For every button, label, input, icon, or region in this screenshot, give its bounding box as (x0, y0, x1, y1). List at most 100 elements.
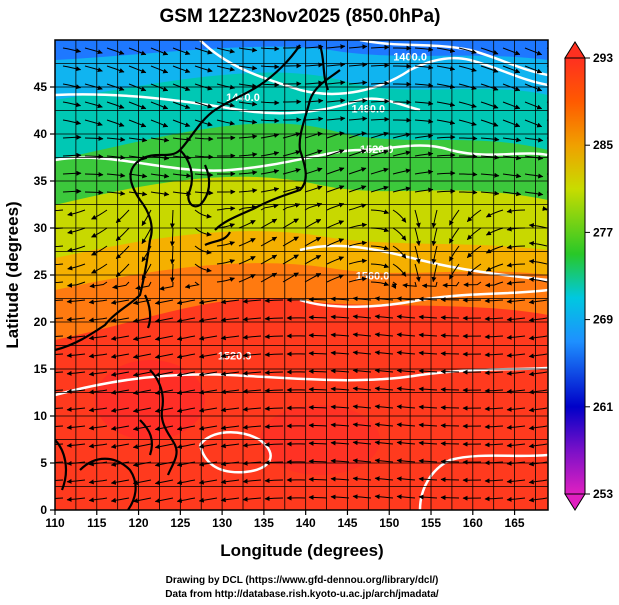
streamline-arrow (396, 494, 416, 500)
streamline-arrow (330, 494, 350, 500)
streamline-arrow (480, 190, 500, 196)
streamline-arrow (242, 406, 262, 412)
credit-drawing: Drawing by DCL (https://www.gfd-dennou.o… (166, 575, 439, 586)
streamline-arrow (506, 316, 526, 322)
streamline-arrow (88, 479, 108, 485)
streamline-arrow (348, 116, 368, 122)
streamline-arrow (264, 442, 284, 448)
streamline-arrow (238, 188, 258, 194)
streamline-arrow (506, 334, 526, 340)
streamline-arrow (128, 47, 147, 56)
streamline-arrow (528, 259, 548, 265)
streamline-arrow (506, 208, 526, 214)
streamline-arrow (330, 422, 350, 428)
streamline-arrow (414, 82, 434, 88)
streamline-arrow (194, 47, 213, 55)
streamline-arrow (528, 407, 548, 413)
colorbar-tick-label: 277 (593, 225, 613, 239)
streamline-arrow (449, 263, 460, 280)
streamline-arrow (459, 189, 478, 195)
streamline-arrow (330, 368, 350, 374)
streamline-arrow (348, 276, 368, 283)
streamline-arrow (502, 191, 522, 197)
streamline-arrow (414, 227, 421, 246)
streamline-arrow (308, 494, 328, 500)
streamline-arrow (154, 353, 174, 360)
streamline-arrow (418, 386, 438, 392)
streamline-arrow (169, 245, 175, 265)
streamline-arrow (480, 47, 499, 55)
streamline-arrow (528, 479, 548, 485)
streamline-arrow (172, 101, 191, 110)
streamline-arrow (194, 65, 213, 73)
streamline-arrow (546, 47, 548, 49)
streamline-arrow (115, 209, 130, 223)
streamline-arrow (220, 317, 240, 323)
streamline-arrow (414, 100, 434, 106)
streamline-arrow (440, 477, 460, 483)
streamline-arrow (304, 219, 322, 229)
streamline-arrow (264, 334, 284, 340)
streamline-arrow (110, 479, 130, 485)
streamline-arrow (106, 136, 126, 142)
streamline-arrow (91, 263, 108, 274)
streamline-arrow (374, 458, 394, 464)
streamline-arrow (84, 65, 103, 73)
streamline-arrow (459, 171, 478, 177)
streamline-arrow (55, 425, 64, 428)
streamline-arrow (458, 47, 477, 54)
streamline-arrow (418, 458, 438, 464)
streamline-arrow (546, 83, 548, 85)
streamline-arrow (264, 496, 284, 502)
streamline-arrow (88, 371, 108, 377)
streamline-arrow (154, 335, 174, 342)
streamline-arrow (198, 335, 218, 341)
streamline-arrow (154, 317, 174, 324)
streamline-arrow (308, 422, 328, 428)
streamline-arrow (348, 131, 367, 139)
streamline-arrow (55, 209, 64, 212)
streamline-arrow (194, 227, 212, 237)
streamline-arrow (67, 263, 86, 271)
streamline-arrow (414, 187, 434, 193)
streamline-arrow (55, 263, 64, 266)
streamline-arrow (374, 404, 394, 410)
streamline-arrow (150, 173, 170, 179)
streamline-arrow (506, 424, 526, 430)
streamline-arrow (216, 83, 235, 90)
streamline-arrow (198, 317, 218, 323)
streamline-arrow (370, 209, 390, 215)
streamline-arrow (172, 47, 191, 56)
streamline-arrow (374, 368, 394, 374)
streamline-arrow (326, 80, 346, 86)
colorbar-tick-label: 261 (593, 400, 613, 414)
streamline-arrow (55, 353, 64, 356)
streamline-arrow (264, 316, 284, 322)
streamline-arrow (459, 153, 478, 159)
streamline-arrow (128, 137, 148, 143)
streamline-arrow (440, 333, 460, 339)
streamline-arrow (458, 83, 477, 90)
streamline-arrow (396, 350, 416, 356)
streamline-arrow (449, 245, 460, 262)
streamline-arrow (440, 351, 460, 357)
streamline-arrow (308, 350, 328, 356)
streamline-arrow (308, 314, 328, 320)
streamline-arrow (55, 371, 64, 374)
streamline-arrow (216, 47, 235, 54)
streamline-arrow (216, 119, 235, 126)
streamline-arrow (485, 209, 504, 218)
figure-title: GSM 12Z23Nov2025 (850.0hPa) (160, 6, 441, 27)
streamline-arrow (88, 317, 108, 323)
y-tick-label: 5 (40, 456, 47, 470)
streamline-arrow (506, 370, 526, 376)
streamline-arrow (172, 173, 192, 179)
streamline-arrow (524, 173, 544, 179)
streamline-arrow (330, 314, 350, 320)
streamline-arrow (304, 255, 322, 265)
colorbar-tick-label: 293 (593, 51, 613, 65)
streamline-arrow (55, 281, 64, 284)
streamline-arrow (330, 458, 350, 464)
streamline-arrow (528, 223, 548, 229)
streamline-arrow (449, 209, 460, 226)
